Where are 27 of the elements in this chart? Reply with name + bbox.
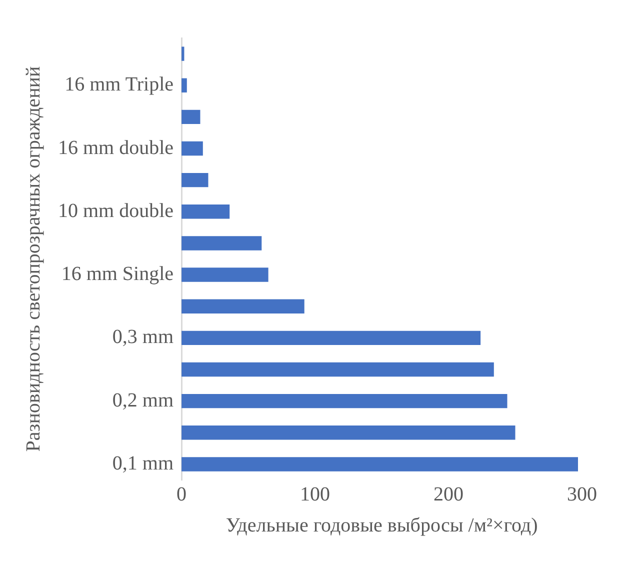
bar: [182, 172, 208, 188]
y-tick-label: 16 mm Triple: [64, 74, 174, 96]
bar: [182, 204, 230, 219]
x-tick-label: 300: [567, 483, 597, 506]
x-axis-title: Удельные годовые выбросы /м²×год): [226, 514, 538, 536]
bar: [182, 299, 304, 314]
bar: [182, 141, 203, 156]
y-tick-label: 0,2 mm: [112, 389, 174, 412]
bar: [182, 426, 516, 440]
y-axis-title: Разновидность светопрозрачных ограждений: [22, 66, 44, 452]
bar: [182, 457, 578, 472]
bar: [182, 362, 494, 377]
bar: [182, 394, 508, 408]
bar: [182, 236, 262, 250]
bar: [182, 110, 200, 124]
x-tick-label: 200: [434, 483, 464, 506]
y-tick-label: 16 mm Single: [61, 263, 174, 286]
y-tick-label: 0,1 mm: [112, 452, 174, 474]
y-tick-label: 10 mm double: [58, 200, 174, 222]
bar: [182, 268, 268, 282]
bar: [182, 46, 184, 61]
bar: [182, 78, 187, 92]
x-tick-label: 0: [176, 483, 187, 506]
y-tick-label: 0,3 mm: [112, 326, 174, 348]
bar: [182, 330, 481, 346]
y-tick-label: 16 mm double: [58, 136, 174, 159]
x-tick-label: 100: [300, 483, 330, 506]
